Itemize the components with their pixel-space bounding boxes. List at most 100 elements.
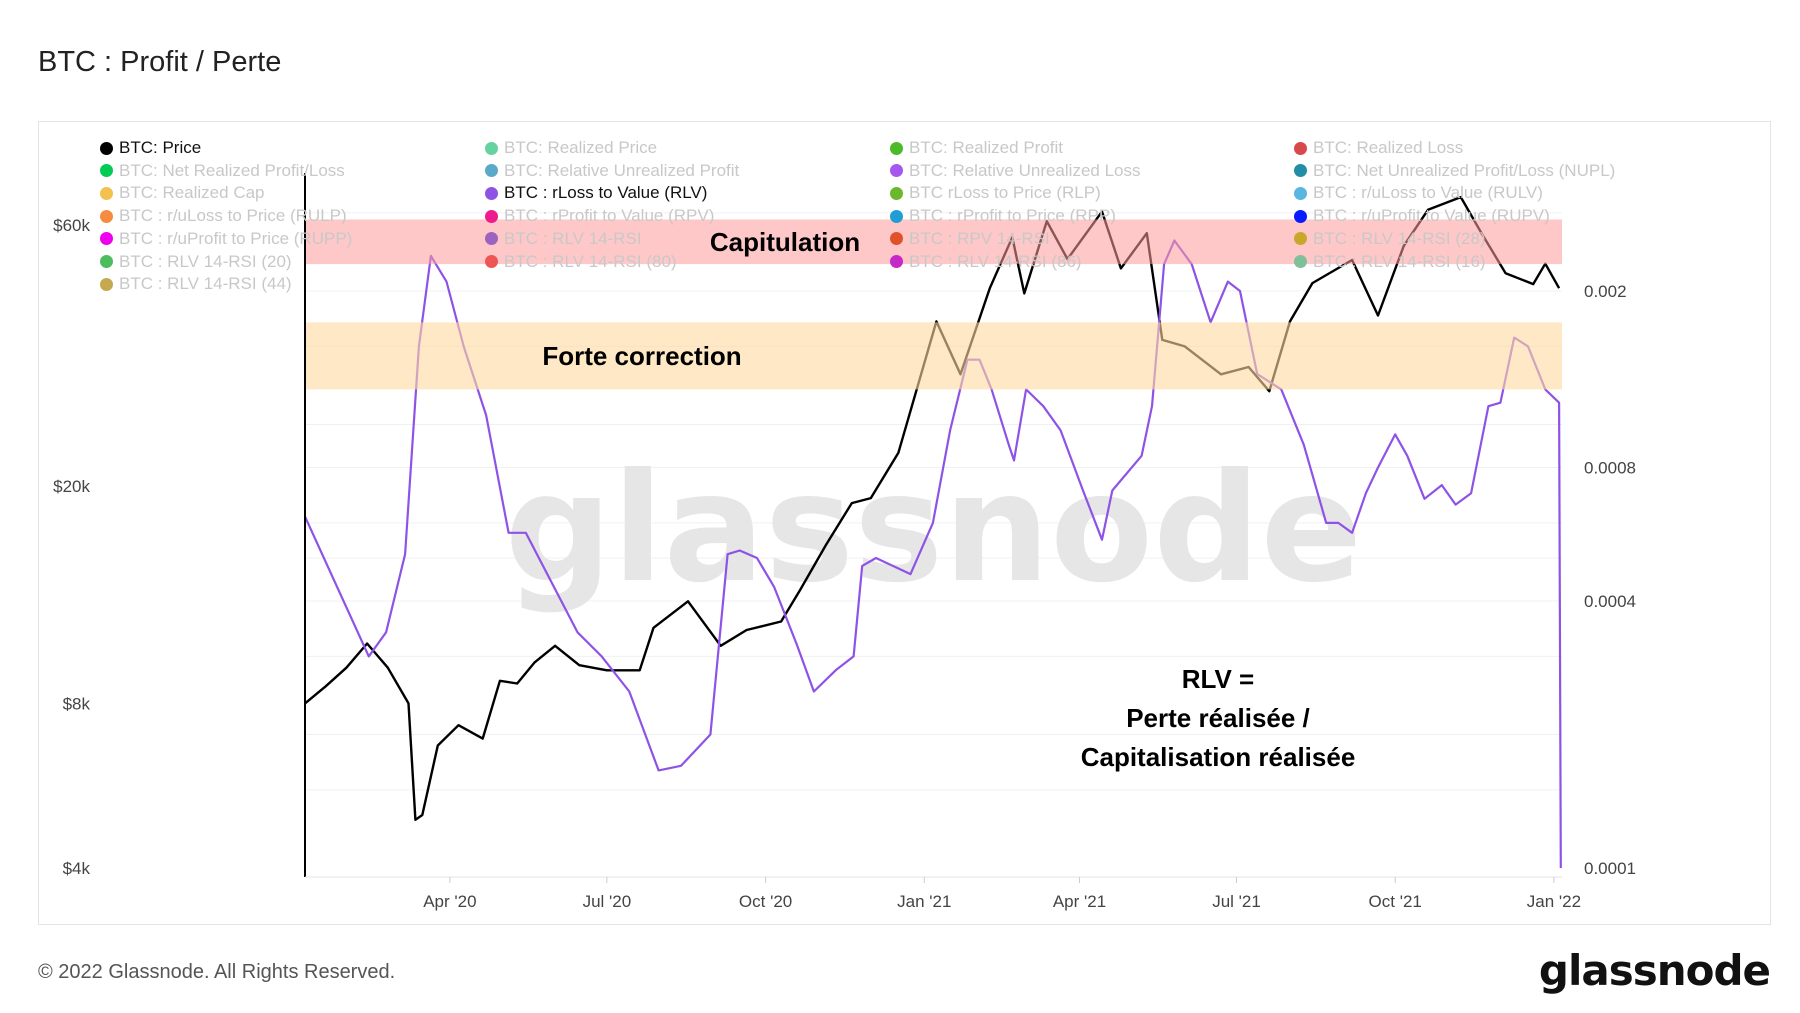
legend-item[interactable]: BTC : RLV 14-RSI bbox=[485, 229, 642, 249]
x-tick-label: Jul '20 bbox=[583, 892, 632, 911]
band-capitulation bbox=[305, 219, 1562, 265]
legend-dot-icon bbox=[890, 255, 903, 268]
legend-label: BTC : RLV 14-RSI (16) bbox=[1313, 251, 1486, 271]
legend-dot-icon bbox=[100, 141, 113, 155]
legend-item[interactable]: BTC: Realized Loss bbox=[1294, 138, 1463, 158]
legend-label: BTC: Realized Price bbox=[504, 138, 658, 157]
watermark: glassnode bbox=[505, 442, 1363, 616]
legend-label: BTC: Relative Unrealized Loss bbox=[909, 160, 1141, 180]
legend-label: BTC : RLV 14-RSI (44) bbox=[119, 274, 292, 294]
legend-label: BTC: Realized Cap bbox=[119, 183, 265, 203]
y-left-tick-label: $60k bbox=[53, 216, 90, 235]
legend-label: BTC: Price bbox=[119, 138, 202, 157]
legend-item[interactable]: BTC : r/uLoss to Value (RULV) bbox=[1294, 183, 1543, 203]
legend-item[interactable]: BTC: Net Unrealized Profit/Loss (NUPL) bbox=[1294, 161, 1615, 181]
y-right-tick-label: 0.0008 bbox=[1584, 458, 1636, 477]
legend-dot-icon bbox=[485, 232, 498, 246]
legend-item[interactable]: BTC : rProfit to Value (RPV) bbox=[485, 206, 714, 226]
band-forte-correction bbox=[305, 322, 1562, 390]
legend-dot-icon bbox=[1294, 255, 1307, 268]
legend-dot-icon bbox=[890, 141, 903, 155]
legend-item[interactable]: BTC : rProfit to Price (RPP) bbox=[890, 206, 1116, 226]
legend-label: BTC: Realized Loss bbox=[1313, 138, 1464, 157]
legend-dot-icon bbox=[100, 277, 113, 291]
x-tick-label: Oct '21 bbox=[1369, 892, 1422, 911]
legend-item[interactable]: BTC : rLoss to Value (RLV) bbox=[485, 183, 707, 203]
legend-dot-icon bbox=[100, 255, 113, 268]
legend-label: BTC : RPV 14-RSI bbox=[909, 228, 1050, 248]
legend-item[interactable]: BTC: Realized Cap bbox=[100, 183, 265, 203]
x-tick-label: Jan '21 bbox=[897, 892, 951, 911]
rlv-definition-annotation: Perte réalisée / bbox=[1126, 703, 1310, 733]
x-tick-label: Jan '22 bbox=[1527, 892, 1581, 911]
legend-label: BTC: Net Realized Profit/Loss bbox=[119, 160, 345, 180]
legend-item[interactable]: BTC : RLV 14-RSI (20) bbox=[100, 252, 292, 272]
legend-dot-icon bbox=[890, 209, 903, 223]
legend-label: BTC : r/uProfit to Value (RUPV) bbox=[1313, 206, 1550, 226]
chart-frame bbox=[38, 121, 1771, 925]
legend-dot-icon bbox=[485, 209, 498, 223]
x-tick-label: Apr '21 bbox=[1053, 892, 1106, 911]
legend-dot-icon bbox=[100, 209, 113, 223]
legend-dot-icon bbox=[485, 186, 498, 200]
y-left-tick-label: $4k bbox=[63, 859, 91, 878]
legend-label: BTC : r/uProfit to Price (RUPP) bbox=[119, 228, 353, 248]
legend-label: BTC : rLoss to Value (RLV) bbox=[504, 183, 708, 203]
legend-dot-icon bbox=[890, 164, 903, 178]
legend-item[interactable]: BTC: Net Realized Profit/Loss bbox=[100, 161, 345, 181]
legend-item[interactable]: BTC : RLV 14-RSI (16) bbox=[1294, 252, 1486, 272]
y-right-tick-label: 0.002 bbox=[1584, 282, 1627, 301]
legend-label: BTC : RLV 14-RSI (86) bbox=[909, 251, 1082, 271]
y-right-tick-label: 0.0004 bbox=[1584, 592, 1636, 611]
legend-label: BTC : RLV 14-RSI (80) bbox=[504, 251, 677, 271]
band-label: Capitulation bbox=[710, 227, 860, 257]
legend-item[interactable]: BTC : RPV 14-RSI bbox=[890, 229, 1050, 249]
legend-label: BTC rLoss to Price (RLP) bbox=[909, 183, 1101, 203]
legend-label: BTC: Realized Profit bbox=[909, 138, 1063, 157]
rlv-line bbox=[303, 239, 1562, 869]
rlv-definition-annotation: Capitalisation réalisée bbox=[1081, 742, 1356, 772]
legend-item[interactable]: BTC rLoss to Price (RLP) bbox=[890, 183, 1101, 203]
legend-item[interactable]: BTC: Relative Unrealized Profit bbox=[485, 161, 739, 181]
rlv-definition-annotation: RLV = bbox=[1182, 664, 1254, 694]
legend-item[interactable]: BTC : r/uLoss to Price (RULP) bbox=[100, 206, 347, 226]
legend-label: BTC : RLV 14-RSI bbox=[504, 228, 642, 248]
y-left-tick-label: $20k bbox=[53, 477, 90, 496]
legend-item[interactable]: BTC : RLV 14-RSI (86) bbox=[890, 252, 1082, 272]
band-label: Forte correction bbox=[542, 341, 741, 371]
legend-dot-icon bbox=[100, 186, 113, 200]
legend-dot-icon bbox=[1294, 186, 1307, 200]
page-title: BTC : Profit / Perte bbox=[38, 46, 282, 78]
legend-dot-icon bbox=[1294, 164, 1307, 178]
legend-label: BTC : RLV 14-RSI (20) bbox=[119, 251, 292, 271]
y-left-tick-label: $8k bbox=[63, 694, 91, 713]
legend-item[interactable]: BTC: Relative Unrealized Loss bbox=[890, 161, 1140, 181]
legend-dot-icon bbox=[1294, 209, 1307, 223]
legend-item[interactable]: BTC : RLV 14-RSI (28) bbox=[1294, 229, 1486, 249]
x-tick-label: Apr '20 bbox=[423, 892, 476, 911]
legend-item[interactable]: BTC : RLV 14-RSI (44) bbox=[100, 274, 292, 294]
x-tick-label: Oct '20 bbox=[739, 892, 792, 911]
legend-dot-icon bbox=[485, 164, 498, 178]
legend-item[interactable]: BTC : RLV 14-RSI (80) bbox=[485, 252, 677, 272]
legend-dot-icon bbox=[1294, 232, 1307, 246]
legend-item[interactable]: BTC: Realized Price bbox=[485, 138, 657, 158]
legend-label: BTC : RLV 14-RSI (28) bbox=[1313, 228, 1486, 248]
glassnode-logo: glassnode bbox=[1538, 946, 1771, 995]
legend-dot-icon bbox=[100, 232, 113, 246]
copyright: © 2022 Glassnode. All Rights Reserved. bbox=[38, 961, 396, 983]
legend-item[interactable]: BTC : r/uProfit to Value (RUPV) bbox=[1294, 206, 1550, 226]
legend-label: BTC : rProfit to Price (RPP) bbox=[909, 206, 1116, 226]
legend-item[interactable]: BTC: Price bbox=[100, 138, 201, 158]
legend-dot-icon bbox=[1294, 141, 1307, 155]
legend-dot-icon bbox=[890, 186, 903, 200]
legend-item[interactable]: BTC: Realized Profit bbox=[890, 138, 1063, 158]
x-tick-label: Jul '21 bbox=[1212, 892, 1261, 911]
legend-label: BTC : rProfit to Value (RPV) bbox=[504, 206, 715, 226]
legend-dot-icon bbox=[890, 232, 903, 246]
legend-item[interactable]: BTC : r/uProfit to Price (RUPP) bbox=[100, 229, 352, 249]
legend-label: BTC: Net Unrealized Profit/Loss (NUPL) bbox=[1313, 160, 1616, 180]
legend-label: BTC : r/uLoss to Price (RULP) bbox=[119, 206, 347, 226]
legend-label: BTC: Relative Unrealized Profit bbox=[504, 160, 740, 180]
